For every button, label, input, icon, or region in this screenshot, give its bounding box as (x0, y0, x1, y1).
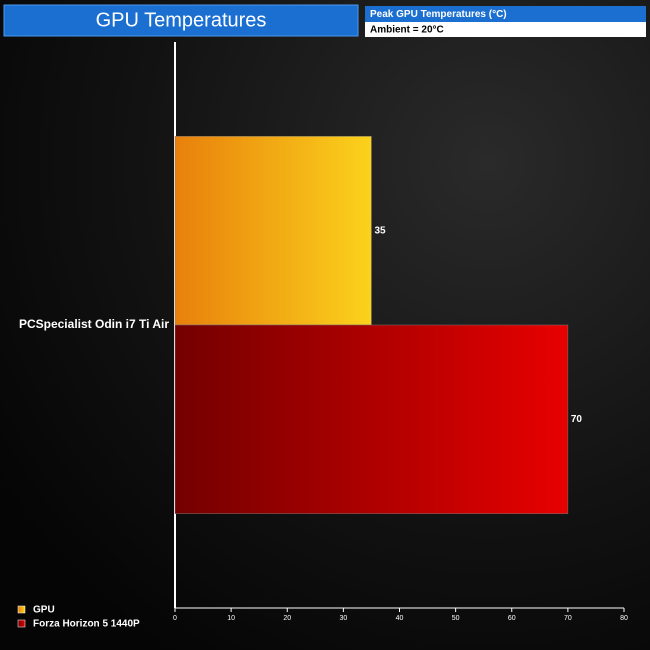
x-tick-label: 50 (452, 615, 460, 622)
legend-swatch (17, 619, 26, 628)
title-box (3, 4, 359, 37)
category-label: PCSpecialist Odin i7 Ti Air (19, 317, 169, 331)
subtitle-box (365, 6, 646, 22)
chart-title: GPU Temperatures (96, 9, 267, 31)
annotation-box (365, 22, 646, 37)
legend-label: Forza Horizon 5 1440P (33, 619, 140, 630)
value-label: 70 (571, 414, 583, 425)
x-tick-label: 60 (508, 615, 516, 622)
legend-label: GPU (33, 605, 55, 616)
annotation: Ambient = 20°C (370, 25, 444, 36)
x-tick-label: 30 (339, 615, 347, 622)
x-tick-label: 0 (173, 615, 177, 622)
bar (174, 136, 372, 326)
x-tick-label: 20 (283, 615, 291, 622)
bar (174, 324, 569, 514)
legend-swatch (17, 605, 26, 614)
x-tick-label: 10 (227, 615, 235, 622)
x-tick-label: 40 (396, 615, 404, 622)
subtitle: Peak GPU Temperatures (°C) (370, 9, 507, 20)
x-tick-label: 80 (620, 615, 628, 622)
value-label: 35 (374, 225, 386, 236)
x-tick-label: 70 (564, 615, 572, 622)
